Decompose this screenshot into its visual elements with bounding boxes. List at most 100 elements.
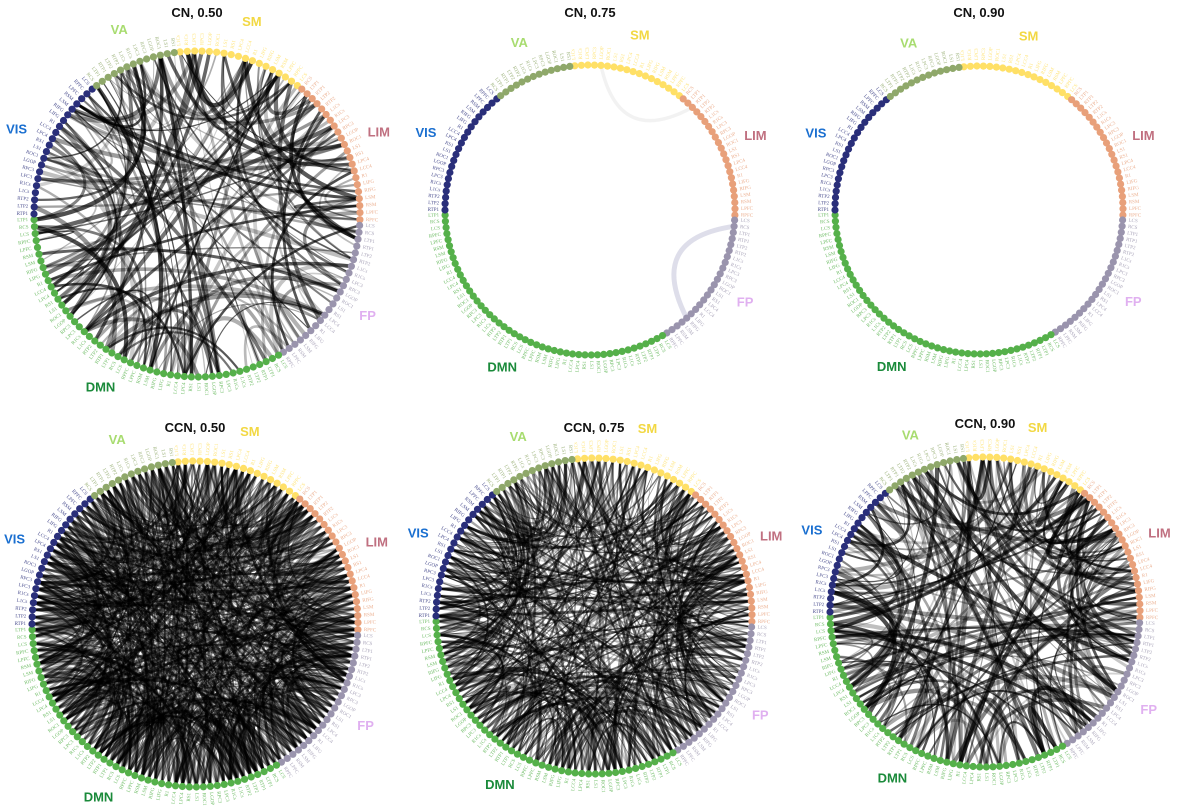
node	[834, 175, 843, 183]
node	[577, 61, 586, 69]
node-label: LSM	[854, 106, 866, 117]
node-label: LS1	[559, 446, 566, 456]
node-label: LSM	[825, 251, 837, 259]
node-label: RS1	[453, 287, 463, 296]
node	[943, 758, 951, 766]
node	[588, 454, 596, 462]
node	[260, 472, 268, 480]
node-label: LGOP	[989, 47, 995, 61]
node	[338, 550, 346, 559]
node-label: RPFC	[522, 347, 532, 361]
node-label: LTP2	[320, 91, 332, 102]
node-label: LPFC	[1129, 207, 1142, 212]
node	[444, 175, 452, 183]
node	[832, 223, 840, 231]
node-label: R1Cs	[19, 181, 31, 188]
node-label: RSM	[21, 664, 33, 672]
node-label: RS1	[710, 297, 720, 306]
edge	[60, 529, 346, 691]
node-label: LIFG	[158, 379, 165, 391]
edge	[62, 572, 352, 723]
edge	[277, 79, 323, 323]
edge	[46, 554, 246, 780]
edge	[76, 692, 336, 738]
node	[454, 265, 462, 273]
node	[701, 117, 709, 126]
node-label: RTP2	[82, 344, 93, 356]
node	[731, 205, 739, 213]
node	[726, 168, 734, 176]
node	[647, 337, 656, 345]
node-label: LPFC	[673, 333, 684, 346]
node-label: LTP2	[492, 330, 503, 342]
node	[464, 128, 472, 136]
node-label: RS1	[972, 359, 977, 368]
node	[562, 349, 571, 357]
edge	[318, 163, 358, 247]
node-label: LCC4	[735, 165, 749, 173]
node-label: RIFG	[548, 356, 556, 369]
node	[1114, 168, 1122, 176]
edge	[36, 535, 91, 666]
node-label: RPC3	[21, 165, 34, 173]
node-label: R1	[640, 61, 647, 69]
node-label: R1Cs	[620, 357, 627, 369]
node-label: RSM	[1053, 70, 1063, 82]
node-label: LTP1	[893, 337, 903, 349]
node-label: RS1	[45, 300, 55, 309]
node-label: L1Cs	[574, 442, 580, 453]
node	[505, 326, 513, 334]
node-label: RSM	[535, 351, 543, 363]
edge	[68, 517, 356, 590]
node-label: LPC4	[179, 792, 185, 805]
node	[37, 257, 45, 265]
node-label: LCS	[363, 634, 373, 640]
node-label: LTP1	[362, 648, 374, 655]
node-label: LS1	[442, 147, 452, 155]
edge	[69, 57, 246, 317]
node-label: LGOP	[605, 439, 611, 453]
edge	[113, 73, 350, 274]
edge	[230, 701, 332, 784]
node-label: RIFG	[849, 110, 861, 121]
node	[740, 564, 749, 572]
node-label: L1Cs	[482, 322, 493, 333]
node-label: RIFG	[937, 355, 945, 368]
edge	[43, 482, 278, 566]
node-label: LCS	[431, 226, 441, 232]
node-label: LCC4	[243, 450, 252, 464]
edge	[258, 478, 316, 738]
node-label: LSM	[142, 785, 150, 797]
node-label: LS1	[714, 292, 724, 301]
node	[1071, 313, 1079, 321]
node	[56, 711, 64, 719]
node	[618, 347, 626, 355]
node-label: RCS	[900, 340, 909, 351]
node-label: LTP2	[736, 244, 748, 252]
node	[1025, 341, 1033, 349]
node	[548, 460, 556, 468]
edge	[143, 468, 356, 657]
edge	[32, 466, 154, 645]
node	[587, 351, 595, 359]
node-label: RCS	[421, 627, 431, 633]
node	[312, 322, 320, 330]
node-label: LPC3	[224, 380, 231, 393]
edge	[33, 123, 337, 236]
node	[442, 193, 450, 201]
node-label: LIFG	[948, 769, 955, 781]
node	[584, 61, 592, 69]
node	[337, 134, 345, 142]
node	[488, 99, 496, 107]
node	[353, 605, 361, 613]
node	[632, 764, 640, 773]
node-label: RSM	[364, 613, 375, 619]
node	[616, 456, 624, 464]
node	[32, 585, 40, 593]
node	[729, 228, 737, 237]
node	[35, 571, 44, 579]
node-label: LSM	[683, 326, 694, 338]
node	[623, 457, 631, 466]
node-label: RTP2	[876, 325, 887, 337]
